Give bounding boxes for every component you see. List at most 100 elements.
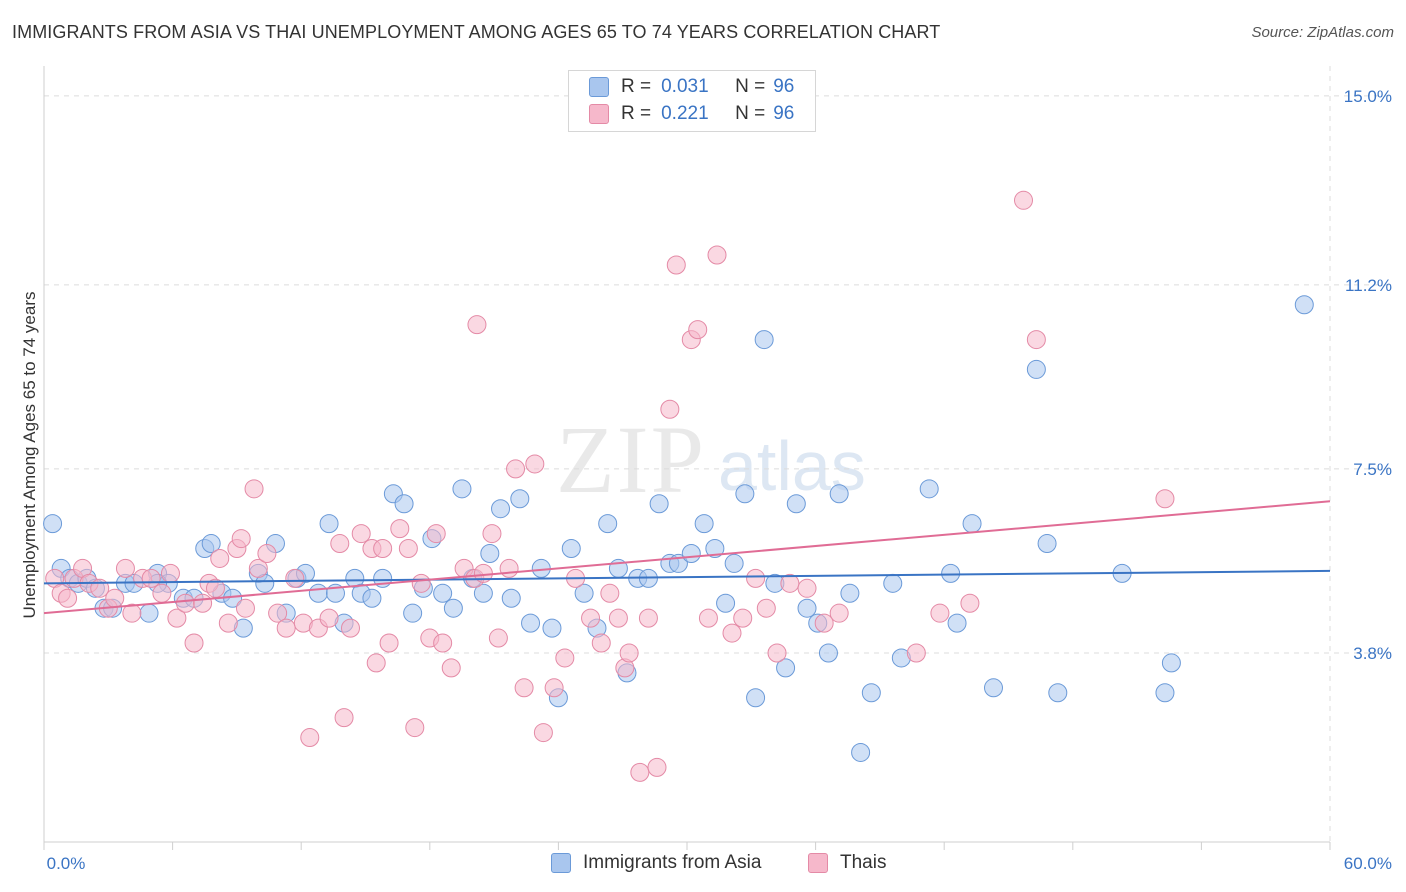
data-point — [544, 678, 564, 698]
data-point — [433, 633, 453, 653]
data-point — [235, 598, 255, 618]
trend-line-asia — [43, 569, 1331, 585]
data-point — [390, 519, 410, 539]
data-point — [688, 320, 708, 340]
data-point — [574, 583, 594, 603]
data-point — [851, 742, 871, 762]
trend-lines — [43, 500, 1331, 615]
data-point — [405, 718, 425, 738]
data-point — [525, 454, 545, 474]
data-point — [340, 618, 360, 638]
data-point — [694, 514, 714, 534]
data-point — [598, 514, 618, 534]
data-point — [244, 479, 264, 499]
data-point — [660, 399, 680, 419]
data-point — [780, 573, 800, 593]
data-point — [319, 608, 339, 628]
data-point — [366, 653, 386, 673]
data-point — [1294, 295, 1314, 315]
data-point — [829, 603, 849, 623]
data-point — [906, 643, 926, 663]
data-point — [122, 603, 142, 623]
data-point — [797, 578, 817, 598]
data-point — [452, 479, 472, 499]
data-point — [152, 583, 172, 603]
data-point — [746, 568, 766, 588]
data-point — [542, 618, 562, 638]
bottom-legend-thais: Thais — [808, 852, 886, 874]
data-point — [521, 613, 541, 633]
legend-r-value: 0.221 — [661, 103, 709, 124]
data-point — [248, 558, 268, 578]
data-point — [756, 598, 776, 618]
y-tick-label: 15.0% — [1344, 87, 1392, 106]
legend-row-asia: R = 0.031 N = 96 — [589, 75, 794, 99]
x-tick-label: 60.0% — [1344, 854, 1392, 873]
data-point — [167, 608, 187, 628]
data-point — [257, 543, 277, 563]
legend-n-value: 96 — [773, 103, 795, 124]
data-point — [398, 539, 418, 559]
data-point — [491, 499, 511, 519]
data-point — [115, 558, 135, 578]
data-point — [184, 633, 204, 653]
y-tick-label: 3.8% — [1353, 644, 1392, 663]
data-point — [786, 494, 806, 514]
legend-row-thais: R = 0.221 N = 96 — [589, 102, 794, 126]
data-point — [394, 494, 414, 514]
data-point — [608, 608, 628, 628]
bottom-legend-asia: Immigrants from Asia — [551, 852, 761, 874]
data-point — [724, 553, 744, 573]
y-tick-label: 7.5% — [1353, 460, 1392, 479]
data-point — [705, 539, 725, 559]
data-point — [883, 573, 903, 593]
data-point — [443, 598, 463, 618]
data-point — [930, 603, 950, 623]
data-point — [735, 484, 755, 504]
data-point — [1048, 683, 1068, 703]
data-point — [218, 613, 238, 633]
data-point — [941, 563, 961, 583]
data-point — [201, 534, 221, 554]
data-point — [707, 245, 727, 265]
legend-n-label: N = — [735, 76, 766, 97]
data-point — [175, 593, 195, 613]
data-point — [840, 583, 860, 603]
data-point — [411, 573, 431, 593]
data-point — [482, 524, 502, 544]
data-point — [433, 583, 453, 603]
data-point — [480, 543, 500, 563]
legend-n-value: 96 — [773, 76, 795, 97]
data-point — [919, 479, 939, 499]
data-point — [647, 757, 667, 777]
data-point — [160, 563, 180, 583]
y-tick-labels: 3.8% 7.5% 11.2% 15.0% — [1344, 87, 1392, 663]
data-point — [210, 548, 230, 568]
data-point — [362, 588, 382, 608]
data-point — [473, 583, 493, 603]
data-point — [649, 494, 669, 514]
data-point — [510, 489, 530, 509]
data-point — [1037, 534, 1057, 554]
data-point — [591, 633, 611, 653]
data-point — [776, 658, 796, 678]
data-point — [947, 613, 967, 633]
data-point — [403, 603, 423, 623]
data-point — [829, 484, 849, 504]
data-point — [861, 683, 881, 703]
legend-r-value: 0.031 — [661, 76, 709, 97]
y-axis-label: Unemployment Among Ages 65 to 74 years — [20, 291, 39, 619]
legend: R = 0.031 N = 96 R = 0.221 N = 96 — [568, 70, 816, 132]
data-point — [630, 762, 650, 782]
data-point — [814, 613, 834, 633]
data-point — [467, 315, 487, 335]
data-point — [276, 618, 296, 638]
bottom-legend-label: Immigrants from Asia — [583, 852, 762, 873]
x-tick-label: 0.0% — [47, 854, 86, 873]
legend-r-label: R = — [621, 76, 652, 97]
watermark: ZIP atlas — [556, 406, 866, 513]
data-point — [58, 588, 78, 608]
data-point — [581, 608, 601, 628]
trend-line-thais — [43, 500, 1331, 615]
data-point — [501, 588, 521, 608]
